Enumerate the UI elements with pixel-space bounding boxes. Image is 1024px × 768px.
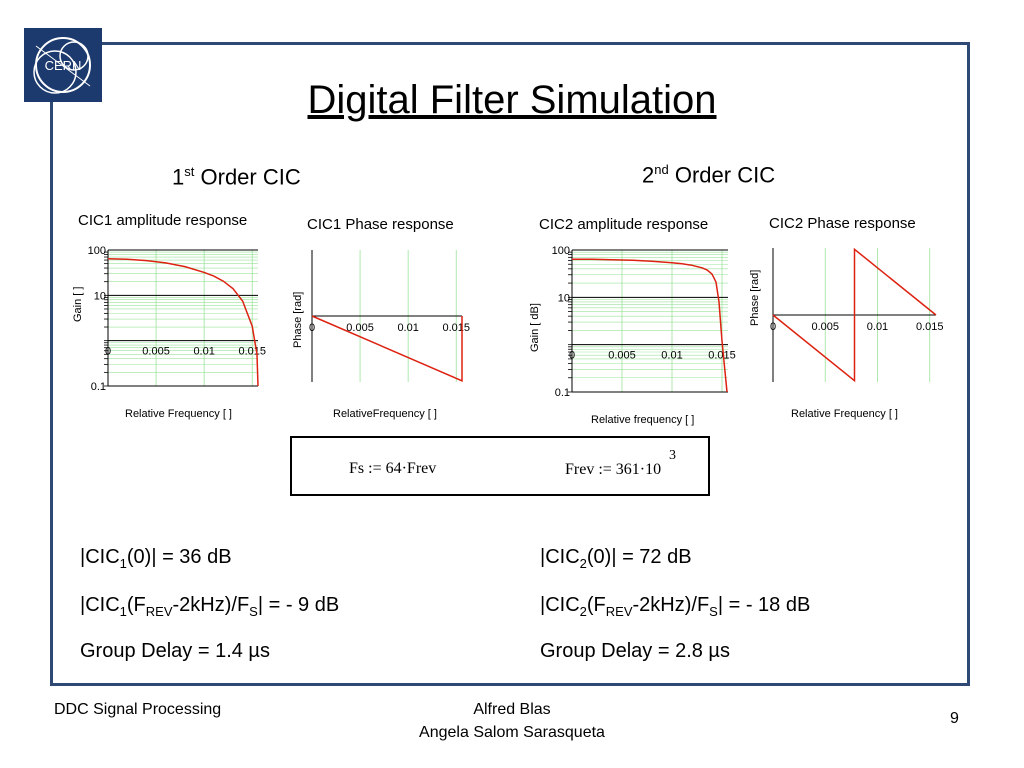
chart1-ytick-label: 0.1 <box>91 381 106 393</box>
chart2-title: CIC1 Phase response <box>307 216 454 233</box>
cic2-dc-sub: 2 <box>579 556 587 571</box>
formula-box: Fs := 64·Frev Frev := 361·10 3 <box>290 436 710 496</box>
chart2-xtick-label: 0.005 <box>346 322 374 334</box>
cic1-dc-sub: 1 <box>119 556 127 571</box>
page-number: 9 <box>950 710 959 727</box>
formula-fs: Fs := 64·Frev <box>349 460 437 477</box>
cic1-att-mid2: -2kHz)/F <box>172 594 250 616</box>
cic2-att-sub1: 2 <box>579 604 587 619</box>
chart2-series-line <box>311 315 463 382</box>
chart4-xtick-label: 0.01 <box>867 321 888 333</box>
chart2-ylabel: Phase [rad] <box>292 291 304 348</box>
section-second-num: 2 <box>642 162 655 188</box>
section-first-order: 1st Order CIC <box>172 164 301 190</box>
chart1-ytick-label: 10 <box>94 290 106 302</box>
chart4-title: CIC2 Phase response <box>769 215 916 232</box>
cic1-dc-gain: |CIC1(0)| = 36 dB <box>80 546 232 571</box>
chart3-ytick-label: 100 <box>552 245 570 257</box>
cic2-dc-post: (0)| = 72 dB <box>586 546 692 568</box>
chart1-title: CIC1 amplitude response <box>78 212 248 229</box>
chart3-ytick-label: 0.1 <box>555 387 570 399</box>
chart4-xlabel: Relative Frequency [ ] <box>791 408 898 420</box>
cic2-group-delay: Group Delay = 2.8 µs <box>540 640 730 662</box>
formula-frev-exponent: 3 <box>669 448 676 463</box>
chart4-ylabel: Phase [rad] <box>749 269 761 326</box>
cic1-att-sub1: 1 <box>119 604 127 619</box>
cic1-att-post: | = - 9 dB <box>257 594 340 616</box>
section-first-num: 1 <box>172 164 185 190</box>
footer-author-1: Alfred Blas <box>473 701 551 718</box>
cic1-att-sub2: REV <box>145 604 173 619</box>
cic2-attenuation: |CIC2(FREV-2kHz)/FS| = - 18 dB <box>540 594 810 619</box>
chart1-xtick-label: 0 <box>105 346 111 358</box>
cic1-att-mid1: (F <box>126 594 146 616</box>
page-title: Digital Filter Simulation <box>307 78 717 122</box>
cic1-att-sub3: S <box>249 604 258 619</box>
chart1-cic1-amplitude: 0.1 10 100 0 0.005 0.01 0.015 <box>88 245 266 393</box>
cic2-dc-gain: |CIC2(0)| = 72 dB <box>540 546 692 571</box>
cic2-att-mid2: -2kHz)/F <box>632 594 710 616</box>
chart1-xtick-label: 0.015 <box>238 346 266 358</box>
chart3-cic2-amplitude: 0.1 10 100 0 0.005 0.01 0.015 <box>552 245 736 399</box>
chart2-xtick-label: 0.01 <box>397 322 418 334</box>
chart1-series-line <box>107 258 259 387</box>
footer-title: DDC Signal Processing <box>54 701 222 718</box>
cic1-att-pre: |CIC <box>80 594 120 616</box>
cic2-att-sub2: REV <box>605 604 633 619</box>
footer-author-2: Angela Salom Sarasqueta <box>419 724 605 741</box>
section-second-sup: nd <box>654 162 669 177</box>
chart2-xtick-label: 0 <box>309 322 315 334</box>
chart3-xtick-label: 0 <box>569 350 575 362</box>
chart1-xtick-label: 0.01 <box>193 346 214 358</box>
cic2-att-mid1: (F <box>586 594 606 616</box>
cic2-dc-pre: |CIC <box>540 546 580 568</box>
formula-frev: Frev := 361·10 <box>565 461 662 478</box>
chart1-xlabel: Relative Frequency [ ] <box>125 408 232 420</box>
chart2-xtick-label: 0.015 <box>442 322 470 334</box>
chart3-xtick-label: 0.005 <box>608 350 636 362</box>
cern-logo-icon: CERN <box>33 37 91 94</box>
cic2-att-sub3: S <box>709 604 718 619</box>
section-first-text: Order CIC <box>200 164 301 190</box>
chart4-series-line <box>772 247 937 383</box>
cic2-att-post: | = - 18 dB <box>717 594 811 616</box>
cic1-dc-post: (0)| = 36 dB <box>126 546 232 568</box>
chart4-xtick-label: 0.005 <box>811 321 839 333</box>
cic2-att-pre: |CIC <box>540 594 580 616</box>
chart3-ytick-label: 10 <box>558 292 570 304</box>
chart4-xtick-label: 0 <box>770 321 776 333</box>
chart1-ytick-label: 100 <box>88 245 106 257</box>
section-second-order: 2nd Order CIC <box>642 162 775 188</box>
chart4-xtick-label: 0.015 <box>916 321 944 333</box>
chart2-xlabel: RelativeFrequency [ ] <box>333 408 437 420</box>
chart2-cic1-phase: 0 0.005 0.01 0.015 <box>309 250 470 382</box>
cic1-attenuation: |CIC1(FREV-2kHz)/FS| = - 9 dB <box>80 594 339 619</box>
chart3-ylabel: Gain [ dB] <box>529 303 541 352</box>
chart3-xtick-label: 0.015 <box>708 350 736 362</box>
section-second-text: Order CIC <box>674 162 776 188</box>
section-first-sup: st <box>184 164 195 179</box>
chart3-title: CIC2 amplitude response <box>539 216 709 233</box>
chart3-xlabel: Relative frequency [ ] <box>591 414 695 426</box>
cic1-group-delay: Group Delay = 1.4 µs <box>80 640 270 662</box>
cic1-dc-pre: |CIC <box>80 546 120 568</box>
chart3-xtick-label: 0.01 <box>661 350 682 362</box>
slide-frame <box>50 42 970 686</box>
cern-logo-text: CERN <box>45 58 82 73</box>
cern-logo: CERN <box>24 28 102 102</box>
chart3-series-line <box>571 258 728 393</box>
chart4-cic2-phase: 0 0.005 0.01 0.015 <box>770 247 943 383</box>
chart1-xtick-label: 0.005 <box>142 346 170 358</box>
chart1-ylabel: Gain [ ] <box>72 286 84 322</box>
